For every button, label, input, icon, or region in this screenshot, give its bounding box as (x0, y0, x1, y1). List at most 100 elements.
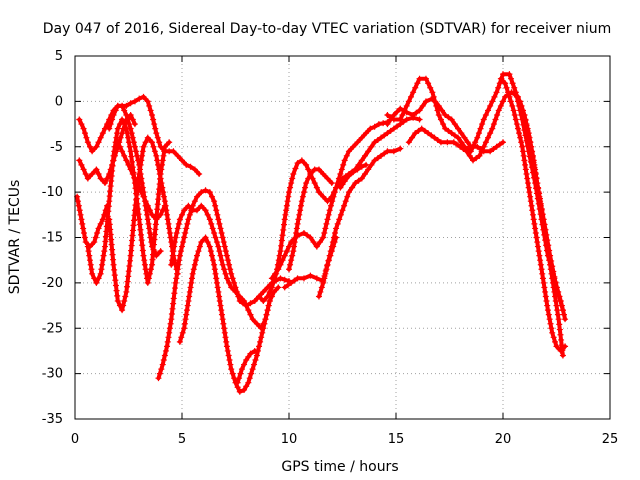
data-point (128, 153, 135, 160)
data-point (549, 279, 556, 286)
data-point (296, 211, 303, 218)
data-point (427, 84, 434, 91)
data-point (330, 193, 337, 200)
data-point (213, 275, 220, 282)
data-point (238, 366, 245, 373)
data-point (552, 338, 559, 345)
data-point (150, 241, 157, 248)
data-point (221, 243, 228, 250)
data-point (350, 143, 357, 150)
x-tick-label: 10 (281, 432, 298, 447)
series-arc-17 (337, 161, 370, 191)
data-point (216, 220, 223, 227)
data-point (361, 170, 368, 177)
data-point (102, 238, 109, 245)
data-point (155, 375, 162, 382)
data-point (288, 180, 295, 187)
data-point (511, 91, 518, 98)
data-point (119, 148, 126, 155)
data-point (84, 175, 91, 182)
data-point (245, 307, 252, 314)
data-point (164, 338, 171, 345)
data-point (204, 211, 211, 218)
data-point (303, 180, 310, 187)
data-point (155, 191, 162, 198)
data-point (321, 275, 328, 282)
data-point (152, 226, 159, 233)
data-point (149, 251, 156, 258)
data-point (431, 98, 438, 105)
data-point (341, 178, 348, 185)
data-point (176, 257, 183, 264)
data-point (80, 166, 87, 173)
data-point (237, 370, 244, 377)
data-point (191, 198, 198, 205)
data-point (180, 239, 187, 246)
data-point (142, 139, 149, 146)
data-point (80, 229, 87, 236)
data-point (105, 203, 112, 210)
data-point (516, 130, 523, 137)
data-point (228, 270, 235, 277)
data-point (155, 166, 162, 173)
data-point (121, 152, 128, 159)
data-point (546, 257, 553, 264)
data-point (202, 207, 209, 214)
data-point (290, 248, 297, 255)
data-point (333, 225, 340, 232)
data-point (542, 229, 549, 236)
data-point (287, 261, 294, 268)
data-point (410, 89, 417, 96)
data-point (412, 130, 419, 137)
data-point (526, 134, 533, 141)
data-point (219, 316, 226, 323)
data-point (407, 93, 414, 100)
data-point (509, 80, 516, 87)
data-point (114, 130, 121, 137)
data-point (110, 157, 117, 164)
data-point (149, 111, 156, 118)
data-point (212, 202, 219, 209)
data-point (127, 100, 134, 107)
data-point (455, 134, 462, 141)
data-point (368, 143, 375, 150)
y-tick-label: -15 (42, 231, 63, 246)
data-point (512, 116, 519, 123)
data-point (97, 270, 104, 277)
data-point (121, 121, 128, 128)
data-point (341, 157, 348, 164)
y-axis-label: SDTVAR / TECUs (7, 180, 23, 295)
data-point (502, 80, 509, 87)
data-point (473, 155, 480, 162)
data-point (491, 93, 498, 100)
data-point (114, 298, 121, 305)
data-point (552, 293, 559, 300)
data-point (318, 284, 325, 291)
data-point (263, 311, 270, 318)
data-point (554, 307, 561, 314)
data-point (430, 93, 437, 100)
data-point (341, 202, 348, 209)
data-point (416, 75, 423, 82)
data-point (172, 234, 179, 241)
data-point (108, 236, 115, 243)
data-point (151, 121, 158, 128)
data-point (146, 225, 153, 232)
data-point (323, 220, 330, 227)
data-point (243, 383, 250, 390)
data-point (132, 148, 139, 155)
data-point (509, 102, 516, 109)
data-point (307, 234, 314, 241)
data-point (304, 232, 311, 239)
data-point (419, 102, 426, 109)
data-point (193, 207, 200, 214)
data-point (107, 188, 114, 195)
data-point (448, 116, 455, 123)
data-point (521, 157, 528, 164)
data-point (539, 211, 546, 218)
data-point (111, 148, 118, 155)
data-point (218, 307, 225, 314)
data-point (518, 102, 525, 109)
series-arc-12 (256, 119, 391, 305)
data-point (215, 216, 222, 223)
